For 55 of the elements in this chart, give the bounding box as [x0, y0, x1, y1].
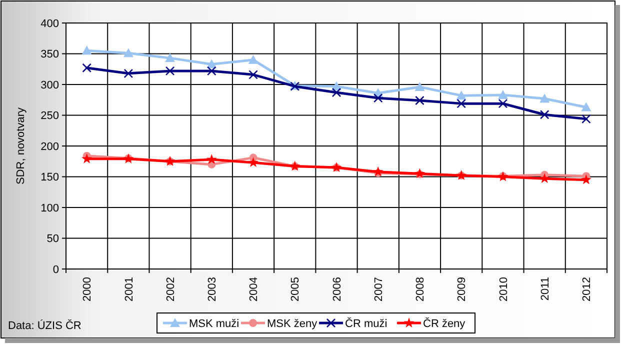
- point: [415, 96, 424, 106]
- legend-label: MSK ženy: [267, 318, 318, 330]
- point: [248, 70, 258, 80]
- point: [372, 166, 384, 176]
- x-tick-label: 2010: [498, 277, 510, 302]
- point: [332, 88, 342, 98]
- x-tick-label: 2012: [581, 277, 594, 302]
- y-tick-label: 200: [40, 140, 59, 153]
- point: [248, 157, 258, 168]
- point: [248, 54, 258, 64]
- point: [582, 114, 591, 124]
- x-tick-label: 2004: [248, 277, 260, 302]
- y-tick-label: 50: [46, 233, 59, 246]
- legend-label: MSK muži: [189, 318, 240, 330]
- y-tick-label: 150: [40, 172, 59, 184]
- point: [539, 173, 550, 184]
- text: Data: ÚZIS ČR: [8, 319, 82, 332]
- point: [124, 68, 134, 78]
- x-tick-label: 2008: [414, 277, 427, 302]
- point: [580, 174, 592, 184]
- point: [82, 46, 92, 55]
- x-tick-label: 2005: [290, 277, 302, 302]
- point: [206, 154, 217, 164]
- y-tick-label: 0: [52, 264, 59, 276]
- y-tick-label: 400: [40, 18, 59, 30]
- legend-label: ČR ženy: [423, 316, 466, 330]
- point: [498, 98, 508, 108]
- x-tick-label: 2000: [82, 277, 94, 302]
- point: [498, 90, 508, 99]
- point: [456, 90, 466, 100]
- y-tick-label: 300: [40, 79, 59, 92]
- y-tick-label: 350: [40, 48, 59, 61]
- point: [456, 98, 466, 108]
- point: [165, 66, 175, 76]
- point: [165, 53, 176, 62]
- y-tick-label: 100: [40, 202, 59, 214]
- x-tick-label: 2003: [206, 277, 219, 302]
- point: [540, 110, 550, 120]
- point: [207, 66, 216, 76]
- point: [82, 63, 92, 73]
- point: [540, 94, 550, 103]
- x-tick-label: 2001: [123, 277, 136, 302]
- y-axis-title: SDR, novotvary: [15, 106, 27, 185]
- point: [123, 48, 134, 58]
- x-tick-label: 2011: [539, 277, 552, 301]
- point: [414, 82, 425, 91]
- point: [373, 93, 383, 103]
- y-tick-label: 250: [40, 110, 59, 122]
- x-tick-label: 2002: [164, 277, 177, 302]
- x-tick-label: 2009: [456, 277, 468, 302]
- x-tick-label: 2007: [372, 277, 385, 302]
- legend-label: ČR muži: [345, 316, 388, 330]
- point: [82, 153, 92, 164]
- x-tick-label: 2006: [331, 277, 344, 302]
- point: [581, 102, 592, 112]
